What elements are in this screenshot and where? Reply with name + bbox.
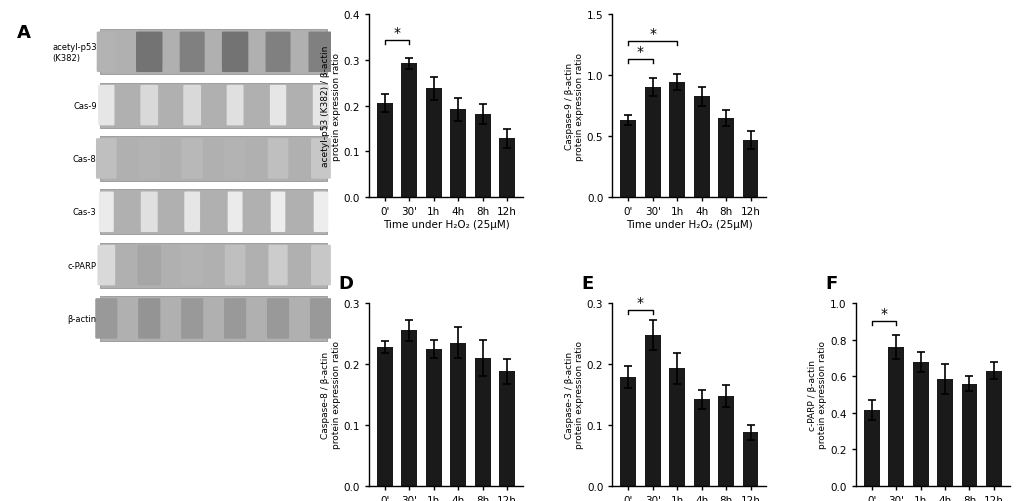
Bar — [377, 104, 392, 197]
FancyBboxPatch shape — [222, 33, 248, 73]
Text: Cas-3: Cas-3 — [73, 208, 97, 217]
FancyBboxPatch shape — [98, 86, 114, 126]
FancyBboxPatch shape — [224, 299, 246, 339]
Bar — [936, 379, 952, 486]
Bar — [888, 347, 903, 486]
Text: Cas-9: Cas-9 — [73, 101, 97, 110]
FancyBboxPatch shape — [310, 299, 332, 339]
Text: acetyl-p53
(K382): acetyl-p53 (K382) — [52, 43, 97, 63]
Text: *: * — [637, 296, 643, 310]
FancyBboxPatch shape — [267, 139, 288, 179]
FancyBboxPatch shape — [97, 33, 116, 73]
Bar — [100, 84, 327, 128]
FancyBboxPatch shape — [98, 245, 115, 286]
FancyBboxPatch shape — [138, 299, 160, 339]
FancyBboxPatch shape — [311, 245, 330, 286]
FancyBboxPatch shape — [181, 245, 203, 286]
FancyBboxPatch shape — [313, 86, 329, 126]
Text: *: * — [393, 26, 400, 40]
Bar — [961, 384, 976, 486]
X-axis label: Time under H₂O₂ (25μM): Time under H₂O₂ (25μM) — [382, 219, 508, 229]
Bar — [401, 64, 417, 197]
FancyBboxPatch shape — [308, 33, 333, 73]
Bar — [668, 83, 685, 197]
Bar — [498, 372, 515, 486]
FancyBboxPatch shape — [136, 33, 162, 73]
Bar — [426, 89, 441, 197]
FancyBboxPatch shape — [311, 139, 330, 179]
Y-axis label: c-PARP / β-actin
protein expression ratio: c-PARP / β-actin protein expression rati… — [807, 341, 826, 448]
FancyBboxPatch shape — [141, 86, 158, 126]
FancyBboxPatch shape — [314, 192, 328, 232]
Bar — [100, 297, 327, 341]
FancyBboxPatch shape — [270, 192, 285, 232]
Bar — [693, 97, 709, 197]
Text: F: F — [824, 275, 837, 293]
Bar — [985, 371, 1001, 486]
Text: C: C — [581, 0, 594, 4]
Bar — [717, 396, 734, 486]
FancyBboxPatch shape — [99, 192, 114, 232]
Text: D: D — [338, 275, 353, 293]
Text: *: * — [879, 307, 887, 321]
Text: c-PARP: c-PARP — [67, 261, 97, 270]
Text: *: * — [649, 27, 655, 41]
FancyBboxPatch shape — [268, 245, 287, 286]
FancyBboxPatch shape — [267, 299, 288, 339]
FancyBboxPatch shape — [138, 139, 160, 179]
FancyBboxPatch shape — [226, 86, 244, 126]
Bar — [449, 343, 466, 486]
Bar — [644, 88, 660, 197]
X-axis label: Time under H₂O₂ (25μM): Time under H₂O₂ (25μM) — [626, 219, 752, 229]
FancyBboxPatch shape — [227, 192, 243, 232]
Bar — [644, 335, 660, 486]
Bar — [498, 139, 515, 197]
Y-axis label: Caspase-3 / β-actin
protein expression ratio: Caspase-3 / β-actin protein expression r… — [565, 341, 584, 448]
FancyBboxPatch shape — [184, 192, 200, 232]
Text: Cas-8: Cas-8 — [73, 155, 97, 164]
Bar — [742, 432, 758, 486]
Bar — [863, 410, 878, 486]
Y-axis label: acetyl-p53 (K382) / β-actin
protein expression ratio: acetyl-p53 (K382) / β-actin protein expr… — [321, 46, 340, 167]
Text: B: B — [338, 0, 352, 4]
Bar — [620, 121, 636, 197]
Bar — [100, 137, 327, 181]
FancyBboxPatch shape — [181, 299, 203, 339]
FancyBboxPatch shape — [265, 33, 290, 73]
Bar — [474, 115, 490, 197]
Bar — [693, 400, 709, 486]
Text: *: * — [637, 45, 643, 59]
FancyBboxPatch shape — [138, 245, 161, 286]
Bar — [742, 140, 758, 197]
Y-axis label: Caspase-9 / β-actin
protein expression ratio: Caspase-9 / β-actin protein expression r… — [564, 53, 584, 160]
Bar — [377, 347, 392, 486]
FancyBboxPatch shape — [224, 139, 246, 179]
FancyBboxPatch shape — [181, 139, 203, 179]
FancyBboxPatch shape — [179, 33, 205, 73]
FancyBboxPatch shape — [96, 139, 116, 179]
Bar — [474, 358, 490, 486]
Text: β-actin: β-actin — [67, 314, 97, 323]
FancyBboxPatch shape — [183, 86, 201, 126]
FancyBboxPatch shape — [224, 245, 246, 286]
Text: E: E — [581, 275, 593, 293]
Bar — [401, 331, 417, 486]
Bar — [668, 369, 685, 486]
Bar — [620, 378, 636, 486]
FancyBboxPatch shape — [141, 192, 158, 232]
Bar — [100, 243, 327, 288]
Text: A: A — [16, 25, 31, 43]
Y-axis label: Caspase-8 / β-actin
protein expression ratio: Caspase-8 / β-actin protein expression r… — [321, 341, 340, 448]
Bar — [449, 110, 466, 197]
Bar — [912, 362, 927, 486]
Bar — [100, 31, 327, 75]
FancyBboxPatch shape — [270, 86, 286, 126]
Bar — [717, 119, 734, 197]
FancyBboxPatch shape — [95, 299, 117, 339]
Bar — [426, 349, 441, 486]
Bar — [100, 190, 327, 235]
